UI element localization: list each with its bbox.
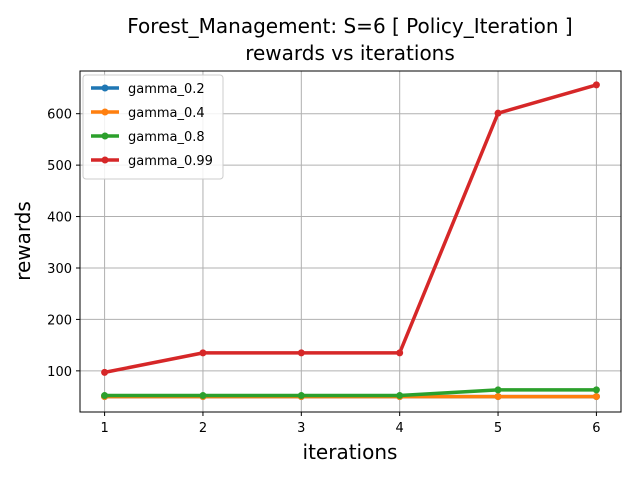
series-point: [592, 81, 600, 89]
plot-frame: [79, 70, 622, 413]
series-point: [494, 393, 502, 401]
series-line-gamma_0.99: [104, 83, 597, 375]
legend-label: gamma_0.8: [128, 130, 205, 145]
legend-label: gamma_0.2: [128, 82, 205, 97]
series-point: [101, 368, 109, 376]
y-tick-label: 600: [47, 108, 72, 123]
x-tick-label: 6: [592, 421, 600, 436]
series-point: [199, 349, 207, 357]
x-tick-label: 5: [494, 421, 502, 436]
series-line-gamma_0.8: [104, 388, 597, 398]
series-point: [494, 386, 502, 394]
x-tick-label: 1: [100, 421, 108, 436]
y-tick-label: 400: [47, 211, 72, 226]
axis-ticks: 1 2 3 4 5 6 100 200 300 400 500 600: [47, 108, 600, 436]
series-point: [101, 392, 109, 400]
chart-title: Forest_Management: S=6 [ Policy_Iteratio…: [127, 14, 572, 38]
chart-subtitle: rewards vs iterations: [245, 41, 455, 65]
legend: gamma_0.2 gamma_0.4 gamma_0.8 gamma_0.99: [82, 74, 224, 180]
y-tick-label: 200: [47, 313, 72, 328]
series-point: [297, 349, 305, 357]
series-point: [396, 349, 404, 357]
legend-marker: [101, 132, 109, 140]
series-point: [396, 392, 404, 400]
y-tick-label: 500: [47, 159, 72, 174]
series-point: [592, 393, 600, 401]
y-axis-label: rewards: [11, 201, 35, 281]
y-tick-label: 300: [47, 262, 72, 277]
series-point: [199, 392, 207, 400]
legend-label: gamma_0.99: [128, 154, 213, 169]
series-point: [297, 392, 305, 400]
series-point: [592, 386, 600, 394]
series-lines: [101, 81, 600, 401]
x-axis-label: iterations: [303, 440, 398, 464]
y-tick-label: 100: [47, 365, 72, 380]
legend-label: gamma_0.4: [128, 106, 205, 121]
series-point: [494, 109, 502, 117]
legend-marker: [101, 84, 109, 92]
x-tick-label: 2: [199, 421, 207, 436]
legend-marker: [101, 156, 109, 164]
legend-marker: [101, 108, 109, 116]
x-tick-label: 4: [396, 421, 404, 436]
legend-box: [82, 74, 224, 180]
x-tick-label: 3: [297, 421, 305, 436]
